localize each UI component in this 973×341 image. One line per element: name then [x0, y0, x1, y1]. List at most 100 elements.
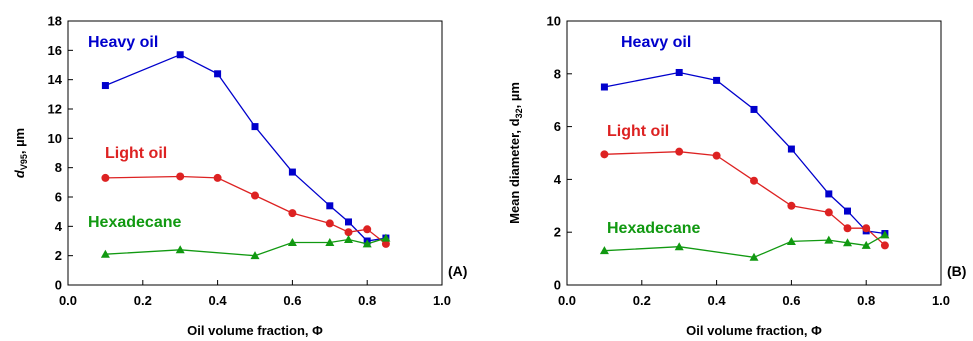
y-tick-label: 4: [554, 172, 562, 187]
chart-panel-a: 0.0 0.2 0.4 0.6 0.8 1.0 0 2 4 6 8 10 12 14 16 18 Oil v…: [12, 14, 467, 339]
series-label-light-oil: Light oil: [105, 145, 167, 162]
data-point-hexadecane: [344, 235, 353, 244]
x-tick-label: 0.6: [782, 293, 800, 308]
series-layer: [599, 68, 890, 261]
x-tick-label: 0.0: [558, 293, 576, 308]
y-tick-label: 18: [48, 14, 62, 29]
series-label-light-oil: Light oil: [607, 123, 669, 140]
y-tick-label: 10: [48, 131, 62, 146]
x-tick-label: 0.0: [59, 293, 77, 308]
y-tick-label: 2: [55, 248, 62, 263]
y-axis-label: Mean diameter, d32, µm: [507, 82, 524, 224]
data-point-light-oil: [712, 151, 721, 160]
data-point-light-oil: [363, 225, 372, 234]
data-point-light-oil: [675, 147, 684, 156]
data-point-heavy-oil: [345, 218, 352, 226]
data-point-heavy-oil: [326, 202, 334, 210]
data-point-hexadecane: [674, 242, 684, 251]
y-tick-label: 16: [48, 43, 62, 58]
y-axis-ticks: 0 2 4 6 8 10: [547, 14, 572, 293]
series-label-heavy-oil: Heavy oil: [88, 34, 158, 51]
series-label-hexadecane: Hexadecane: [88, 214, 181, 231]
data-point-light-oil: [288, 209, 297, 218]
data-point-hexadecane: [786, 236, 796, 245]
x-tick-label: 0.6: [283, 293, 301, 308]
data-point-hexadecane: [599, 246, 609, 255]
series-line-hexadecane: [105, 237, 387, 257]
y-tick-label: 12: [48, 102, 62, 117]
data-point-hexadecane: [880, 230, 890, 239]
x-tick-label: 0.2: [134, 293, 152, 308]
y-tick-label: 2: [554, 225, 561, 240]
data-point-heavy-oil: [713, 76, 721, 84]
data-point-light-oil: [750, 176, 758, 185]
data-point-hexadecane: [381, 233, 391, 242]
data-point-hexadecane: [287, 237, 297, 246]
data-point-heavy-oil: [176, 51, 184, 59]
data-point-light-oil: [251, 191, 259, 200]
data-point-hexadecane: [861, 240, 871, 249]
chart-panel-b: 0.0 0.2 0.4 0.6 0.8 1.0 0 2 4 6 8 10 Oil volume fr…: [507, 14, 966, 339]
y-tick-label: 0: [55, 278, 62, 293]
data-point-heavy-oil: [750, 105, 758, 113]
data-point-light-oil: [381, 239, 390, 248]
y-axis-label: dV95, µm: [12, 128, 29, 178]
data-point-heavy-oil: [675, 68, 683, 76]
data-point-heavy-oil: [600, 83, 608, 91]
plot-area-frame: [67, 20, 443, 286]
y-axis-label-main: Mean diameter, d: [507, 118, 522, 224]
data-point-light-oil: [862, 224, 871, 233]
y-axis-label-sub: V95: [19, 154, 29, 170]
data-point-heavy-oil: [288, 168, 296, 176]
data-point-light-oil: [600, 150, 609, 159]
x-tick-label: 1.0: [433, 293, 451, 308]
y-tick-label: 10: [547, 14, 561, 29]
series-line-hexadecane: [604, 234, 886, 258]
data-point-light-oil: [176, 172, 185, 181]
data-point-hexadecane: [824, 235, 834, 244]
plot-area-frame: [566, 20, 942, 286]
data-point-light-oil: [101, 173, 110, 182]
x-axis-ticks: 0.0 0.2 0.4 0.6 0.8 1.0: [558, 280, 950, 308]
data-point-heavy-oil: [214, 70, 222, 78]
data-point-heavy-oil: [251, 123, 259, 131]
panel-label-a: (A): [448, 263, 467, 279]
data-point-hexadecane: [843, 238, 852, 247]
data-point-hexadecane: [175, 245, 185, 254]
data-point-hexadecane: [749, 252, 759, 261]
y-tick-label: 8: [554, 66, 561, 81]
x-tick-label: 0.8: [358, 293, 376, 308]
x-tick-label: 0.2: [633, 293, 651, 308]
panel-label-b: (B): [947, 263, 966, 279]
y-axis-ticks: 0 2 4 6 8 10 12 14 16 18: [48, 14, 73, 293]
y-tick-label: 14: [48, 72, 63, 87]
data-point-hexadecane: [325, 237, 335, 246]
data-point-light-oil: [344, 228, 353, 237]
x-tick-label: 0.4: [708, 293, 727, 308]
data-point-heavy-oil: [101, 82, 109, 90]
data-point-light-oil: [843, 224, 852, 233]
data-point-heavy-oil: [844, 207, 851, 215]
data-point-hexadecane: [250, 251, 260, 260]
data-point-hexadecane: [362, 239, 372, 248]
data-point-hexadecane: [100, 249, 110, 258]
data-point-heavy-oil: [787, 145, 795, 153]
y-tick-label: 6: [554, 119, 561, 134]
x-axis-label: Oil volume fraction, Φ: [686, 323, 822, 338]
x-tick-label: 0.4: [209, 293, 228, 308]
series-label-hexadecane: Hexadecane: [607, 220, 700, 237]
series-line-light-oil: [105, 175, 387, 245]
x-axis-label: Oil volume fraction, Φ: [187, 323, 323, 338]
y-axis-label-unit: , µm: [12, 128, 27, 154]
data-point-light-oil: [880, 241, 889, 250]
data-point-heavy-oil: [825, 190, 833, 198]
x-axis-ticks: 0.0 0.2 0.4 0.6 0.8 1.0: [59, 280, 451, 308]
data-point-light-oil: [325, 219, 334, 228]
data-point-light-oil: [213, 173, 222, 182]
series-label-heavy-oil: Heavy oil: [621, 34, 691, 51]
data-point-light-oil: [787, 201, 796, 210]
series-layer: [100, 51, 391, 260]
y-tick-label: 4: [55, 219, 63, 234]
y-tick-label: 6: [55, 190, 62, 205]
